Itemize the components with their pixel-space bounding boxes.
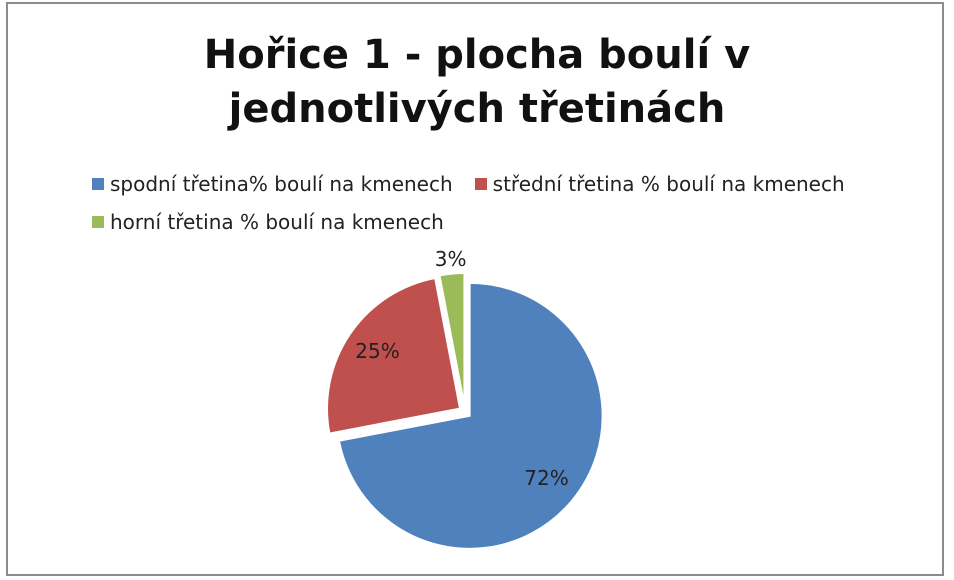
legend-item: spodní třetina% boulí na kmenech [92, 172, 453, 196]
pie-slice [337, 281, 604, 550]
chart-frame [6, 2, 944, 576]
data-label: 25% [355, 339, 399, 363]
chart-title: Hořice 1 - plocha boulí v jednotlivých t… [203, 32, 751, 132]
legend-swatch [92, 216, 104, 228]
legend-item: střední třetina % boulí na kmenech [474, 172, 845, 196]
legend-swatch [474, 178, 487, 190]
legend-label: střední třetina % boulí na kmenech [492, 172, 845, 196]
legend-item: horní třetina % boulí na kmenech [92, 210, 444, 234]
legend: spodní třetina% boulí na kmenech střední … [92, 172, 912, 234]
pie-slice [326, 276, 462, 435]
data-label: 3% [435, 247, 467, 271]
legend-label: spodní třetina% boulí na kmenech [110, 172, 453, 196]
legend-label: horní třetina % boulí na kmenech [110, 210, 444, 234]
pie-slice [438, 272, 466, 407]
legend-swatch [92, 178, 104, 190]
data-label: 72% [524, 466, 568, 490]
